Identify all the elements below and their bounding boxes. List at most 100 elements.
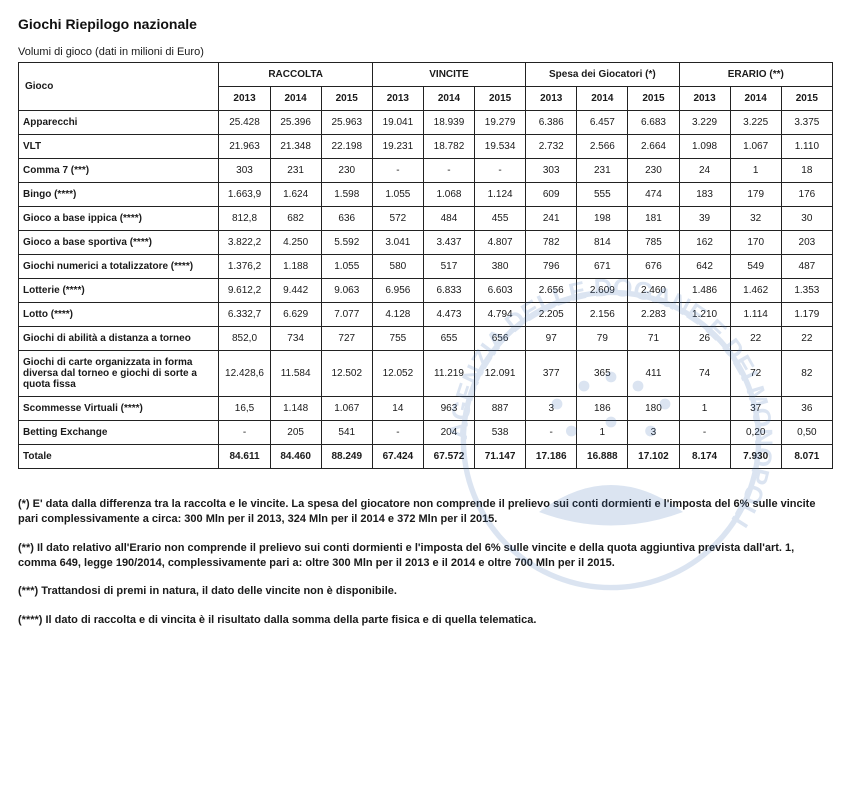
cell: 25.428 [219,111,270,135]
table-row: Lotterie (****)9.612,29.4429.0636.9566.8… [19,279,833,303]
table-row: Bingo (****)1.663,91.6241.5981.0551.0681… [19,183,833,207]
table-row: Gioco a base ippica (****)812,8682636572… [19,207,833,231]
cell: 19.231 [372,135,423,159]
cell: 656 [475,327,526,351]
cell: 3.437 [423,231,474,255]
cell: 6.833 [423,279,474,303]
cell: 179 [730,183,781,207]
cell: 6.683 [628,111,679,135]
cell: 8.071 [781,445,832,469]
cell: 3.041 [372,231,423,255]
cell: 231 [577,159,628,183]
cell: 555 [577,183,628,207]
cell: 642 [679,255,730,279]
year-header: 2015 [628,87,679,111]
cell: 9.442 [270,279,321,303]
cell: 676 [628,255,679,279]
cell: 6.386 [526,111,577,135]
cell: 2.732 [526,135,577,159]
cell: 1.114 [730,303,781,327]
year-header: 2015 [321,87,372,111]
cell: 303 [219,159,270,183]
row-label: Gioco a base ippica (****) [19,207,219,231]
cell: 1.210 [679,303,730,327]
cell: 12.502 [321,351,372,397]
cell: 7.077 [321,303,372,327]
cell: 1.124 [475,183,526,207]
cell: 734 [270,327,321,351]
cell: 484 [423,207,474,231]
cell: 18 [781,159,832,183]
table-row: Lotto (****)6.332,76.6297.0774.1284.4734… [19,303,833,327]
cell: 170 [730,231,781,255]
cell: 609 [526,183,577,207]
cell: 181 [628,207,679,231]
cell: 180 [628,397,679,421]
table-row: Scommesse Virtuali (****)16,51.1481.0671… [19,397,833,421]
cell: 3.229 [679,111,730,135]
cell: 204 [423,421,474,445]
cell: 12.052 [372,351,423,397]
cell: 25.396 [270,111,321,135]
cell: 852,0 [219,327,270,351]
cell: 0,50 [781,421,832,445]
cell: 1.068 [423,183,474,207]
year-header: 2014 [577,87,628,111]
cell: 6.457 [577,111,628,135]
cell: 74 [679,351,730,397]
cell: 411 [628,351,679,397]
cell: 963 [423,397,474,421]
cell: 1.462 [730,279,781,303]
cell: 4.128 [372,303,423,327]
cell: 1.067 [321,397,372,421]
cell: 82 [781,351,832,397]
cell: 17.186 [526,445,577,469]
cell: 785 [628,231,679,255]
group-header: Spesa dei Giocatori (*) [526,63,679,87]
cell: 3 [628,421,679,445]
cell: 3 [526,397,577,421]
cell: 24 [679,159,730,183]
cell: 517 [423,255,474,279]
cell: 1.486 [679,279,730,303]
cell: 2.460 [628,279,679,303]
cell: - [372,421,423,445]
cell: 19.534 [475,135,526,159]
footnote: (*) E' data dalla differenza tra la racc… [18,497,833,527]
row-label: Comma 7 (***) [19,159,219,183]
cell: 1.353 [781,279,832,303]
row-label: Giochi di abilità a distanza a torneo [19,327,219,351]
cell: 1.376,2 [219,255,270,279]
cell: 365 [577,351,628,397]
cell: 487 [781,255,832,279]
cell: 11.584 [270,351,321,397]
cell: 2.283 [628,303,679,327]
cell: 5.592 [321,231,372,255]
year-header: 2015 [781,87,832,111]
table-row: VLT21.96321.34822.19819.23118.78219.5342… [19,135,833,159]
cell: 39 [679,207,730,231]
cell: 755 [372,327,423,351]
cell: 162 [679,231,730,255]
cell: 1 [730,159,781,183]
cell: 572 [372,207,423,231]
cell: 887 [475,397,526,421]
cell: 17.102 [628,445,679,469]
cell: 1.624 [270,183,321,207]
cell: 88.249 [321,445,372,469]
cell: 176 [781,183,832,207]
page-subtitle: Volumi di gioco (dati in milioni di Euro… [18,46,833,58]
footnote: (**) Il dato relativo all'Erario non com… [18,541,833,571]
cell: 19.279 [475,111,526,135]
cell: 8.174 [679,445,730,469]
year-header: 2013 [372,87,423,111]
cell: 549 [730,255,781,279]
table-row: Giochi numerici a totalizzatore (****)1.… [19,255,833,279]
cell: 16.888 [577,445,628,469]
cell: 18.939 [423,111,474,135]
cell: 3.375 [781,111,832,135]
row-label: Apparecchi [19,111,219,135]
row-label: Giochi numerici a totalizzatore (****) [19,255,219,279]
cell: 1.055 [372,183,423,207]
cell: 3.822,2 [219,231,270,255]
